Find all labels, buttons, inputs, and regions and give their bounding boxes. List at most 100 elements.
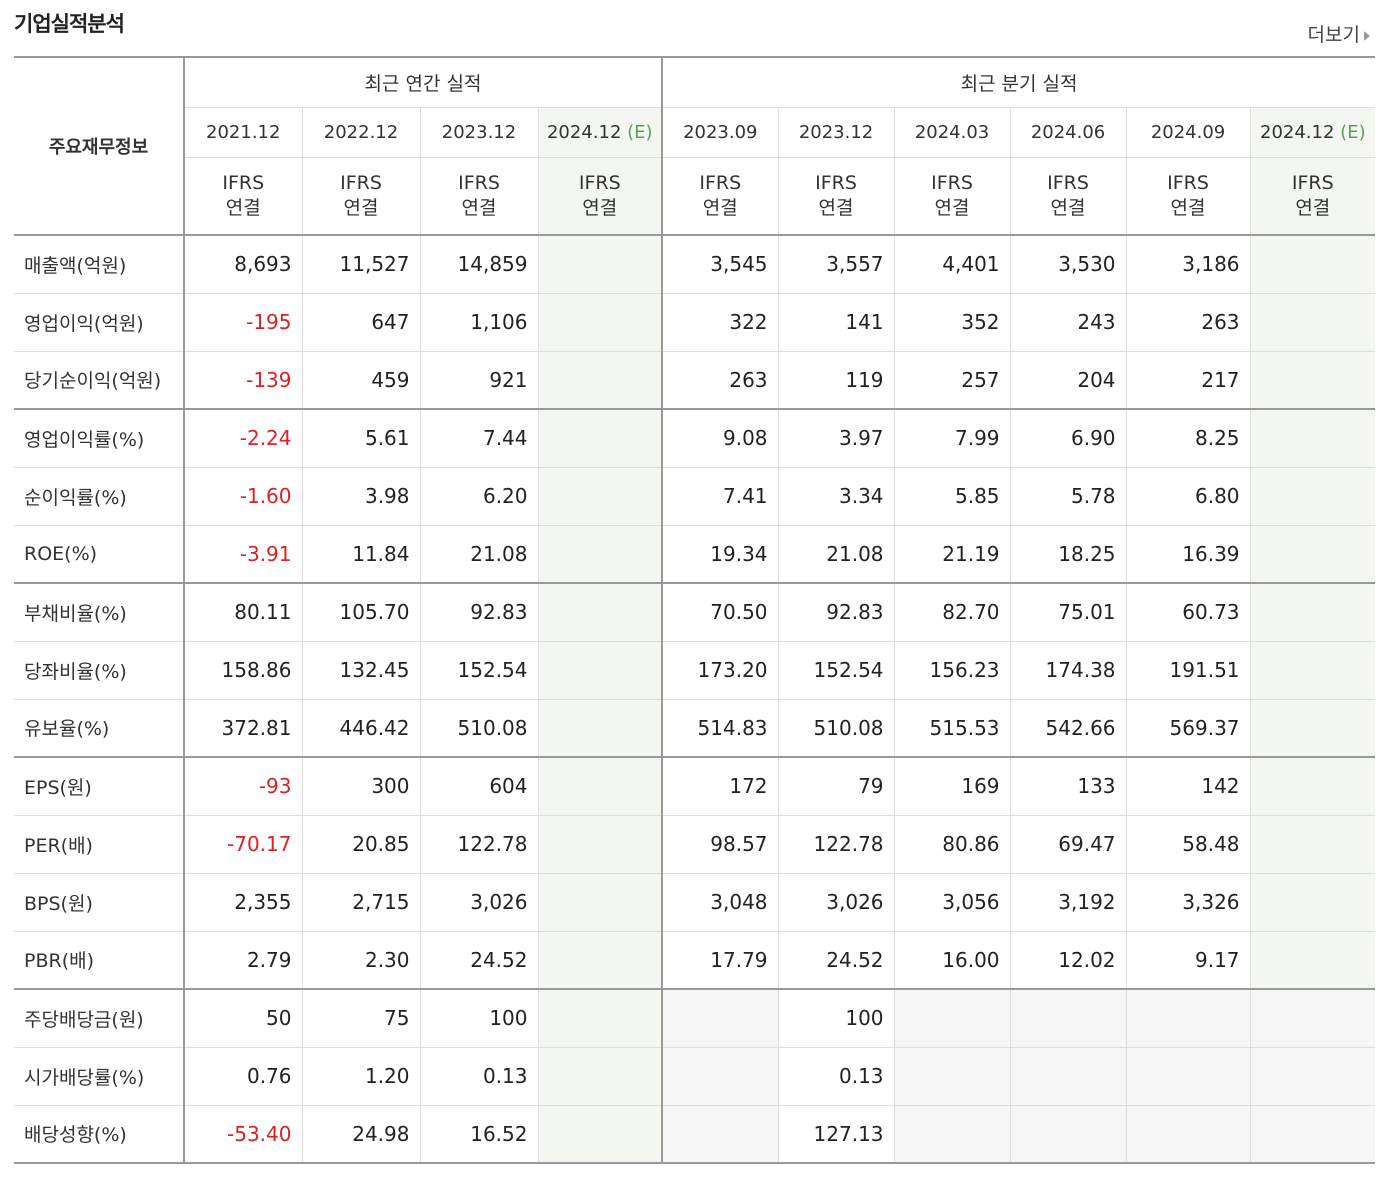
ifrs-header: IFRS 연결 [1249, 157, 1376, 236]
table-cell [537, 525, 663, 584]
table-cell: 24.98 [301, 1105, 420, 1164]
table-cell: 243 [1009, 293, 1127, 352]
table-cell: 12.02 [1009, 931, 1127, 990]
table-cell: 122.78 [419, 815, 538, 874]
table-cell: 158.86 [183, 641, 302, 700]
row-label: 배당성향(%) [14, 1105, 185, 1164]
table-cell [1249, 931, 1376, 990]
table-cell [537, 1105, 663, 1164]
consolidated-label: 연결 [1050, 196, 1086, 219]
table-cell: 2.79 [183, 931, 302, 990]
table-cell: 60.73 [1125, 582, 1251, 642]
table-cell [893, 1047, 1011, 1106]
table-cell: 16.52 [419, 1105, 538, 1164]
table-cell: 322 [661, 293, 779, 352]
table-cell [1249, 234, 1376, 294]
table-cell: 263 [661, 351, 779, 410]
table-row: 당좌비율(%) 158.86 132.45 152.54 173.20 152.54 156… [14, 641, 1376, 700]
table-cell: -70.17 [183, 815, 302, 874]
period-label: 2024.03 [914, 121, 990, 143]
row-label: 주당배당금(원) [14, 988, 185, 1048]
table-cell: 16.39 [1125, 525, 1251, 584]
table-cell [1249, 1047, 1376, 1106]
table-cell: 132.45 [301, 641, 420, 700]
table-cell: 20.85 [301, 815, 420, 874]
row-label: 영업이익률(%) [14, 408, 185, 468]
period-label: 2021.12 [206, 121, 281, 143]
table-cell [1009, 988, 1127, 1048]
table-cell [1125, 1105, 1251, 1164]
row-label: 당기순이익(억원) [14, 351, 185, 410]
table-cell: 6.20 [419, 467, 538, 526]
estimate-mark: (E) [1340, 121, 1366, 143]
table-cell [1125, 988, 1251, 1048]
row-label: 부채비율(%) [14, 582, 185, 642]
period-header: 2021.12 [184, 107, 302, 158]
ifrs-label: IFRS [340, 171, 382, 194]
table-cell: 257 [893, 351, 1011, 410]
table-cell: 3,545 [661, 234, 779, 294]
table-cell: 141 [777, 293, 895, 352]
table-cell [537, 467, 663, 526]
table-cell: 92.83 [777, 582, 895, 642]
more-link[interactable]: 더보기 [1308, 20, 1370, 47]
table-cell: 16.00 [893, 931, 1011, 990]
table-cell: 7.44 [419, 408, 538, 468]
table-cell: 510.08 [777, 699, 895, 758]
table-cell [893, 988, 1011, 1048]
table-cell: 7.41 [661, 467, 779, 526]
table-cell [1249, 525, 1376, 584]
table-cell: -2.24 [183, 408, 302, 468]
table-cell: 446.42 [301, 699, 420, 758]
table-cell: 2,715 [301, 873, 420, 932]
table-cell: 3.97 [777, 408, 895, 468]
period-header: 2024.06 [1009, 107, 1127, 158]
table-cell: 2,355 [183, 873, 302, 932]
period-header: 2024.12 (E) [537, 107, 663, 158]
table-cell: 569.37 [1125, 699, 1251, 758]
table-cell: 8,693 [183, 234, 302, 294]
consolidated-label: 연결 [1170, 196, 1206, 219]
table-cell: 6.80 [1125, 467, 1251, 526]
table-cell [537, 815, 663, 874]
consolidated-label: 연결 [1295, 196, 1331, 219]
row-label: 당좌비율(%) [14, 641, 185, 700]
table-cell: 0.76 [183, 1047, 302, 1106]
row-label: PBR(배) [14, 931, 185, 990]
table-cell [537, 582, 663, 642]
table-cell: 5.61 [301, 408, 420, 468]
table-cell [1249, 756, 1376, 816]
table-cell: 17.79 [661, 931, 779, 990]
row-label: 영업이익(억원) [14, 293, 185, 352]
table-row: 시가배당률(%) 0.76 1.20 0.13 0.13 [14, 1047, 1376, 1106]
table-cell: 174.38 [1009, 641, 1127, 700]
table-row: 당기순이익(억원) -139 459 921 263 119 257 204 217 [14, 351, 1376, 410]
table-cell [1249, 293, 1376, 352]
table-cell: 3.98 [301, 467, 420, 526]
table-cell [1249, 467, 1376, 526]
table-cell: 98.57 [661, 815, 779, 874]
table-cell: 510.08 [419, 699, 538, 758]
table-cell [537, 234, 663, 294]
table-cell [1249, 408, 1376, 468]
table-cell: 300 [301, 756, 420, 816]
table-cell: 156.23 [893, 641, 1011, 700]
table-cell [537, 988, 663, 1048]
table-cell: 263 [1125, 293, 1251, 352]
ifrs-header: IFRS 연결 [661, 157, 779, 236]
period-label: 2023.12 [798, 121, 874, 143]
quarter-group-header: 최근 분기 실적 [661, 57, 1376, 108]
ifrs-label: IFRS [931, 171, 973, 194]
table-cell [1249, 873, 1376, 932]
table-cell: 152.54 [777, 641, 895, 700]
table-cell [1249, 641, 1376, 700]
table-cell: 24.52 [419, 931, 538, 990]
table-cell: 105.70 [301, 582, 420, 642]
ifrs-header: IFRS 연결 [184, 157, 302, 236]
row-label: PER(배) [14, 815, 185, 874]
table-cell [893, 1105, 1011, 1164]
table-cell: 5.78 [1009, 467, 1127, 526]
table-row: EPS(원) -93 300 604 172 79 169 133 142 [14, 756, 1376, 816]
table-cell: 92.83 [419, 582, 538, 642]
consolidated-label: 연결 [343, 196, 379, 219]
